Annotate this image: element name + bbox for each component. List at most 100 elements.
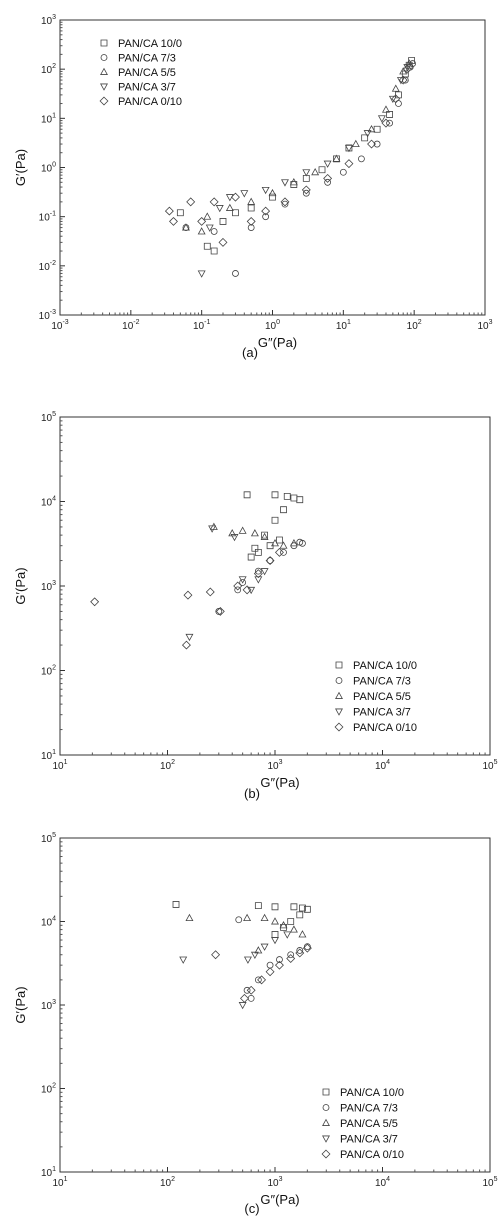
data-point <box>232 209 239 217</box>
legend-label: PAN/CA 3/7 <box>118 82 176 94</box>
data-point <box>265 967 275 977</box>
legend-marker <box>100 83 108 91</box>
data-point <box>318 166 326 174</box>
data-point <box>402 64 412 74</box>
data-point <box>271 903 279 911</box>
chart-panel: 10-3 10-2 10-1 100 101 102 103 10-3 10-2 10-1 100 1… <box>13 14 493 360</box>
legend-label: PAN/CA 10/0 <box>340 1087 404 1099</box>
x-tick-label: 101 <box>52 1176 67 1189</box>
x-tick-label: 10-2 <box>122 319 139 332</box>
data-point <box>218 237 228 247</box>
y-tick-label: 102 <box>41 665 56 678</box>
data-point <box>208 525 217 533</box>
data-point <box>239 579 247 586</box>
data-point <box>228 529 237 537</box>
legend-label: PAN/CA 7/3 <box>340 1103 398 1115</box>
data-point <box>409 60 416 67</box>
data-point <box>230 534 239 542</box>
data-point <box>186 197 196 207</box>
panel-caption: (b) <box>244 786 260 801</box>
data-point <box>271 539 279 547</box>
y-tick-label: 101 <box>41 1166 56 1179</box>
y-tick-label: 105 <box>41 832 56 845</box>
y-tick-label: 10-3 <box>39 309 56 322</box>
data-point <box>215 608 223 615</box>
data-point <box>271 931 279 938</box>
data-point <box>215 606 225 616</box>
x-axis-label: G″(Pa) <box>258 335 297 350</box>
data-point <box>197 270 206 278</box>
data-point <box>243 986 251 994</box>
data-point <box>311 167 320 176</box>
legend-marker <box>335 677 343 684</box>
series <box>185 913 307 954</box>
data-point <box>238 526 247 534</box>
data-point <box>395 100 402 107</box>
x-tick-label: 101 <box>336 319 351 332</box>
data-point <box>301 185 311 195</box>
data-point <box>266 961 274 969</box>
data-point <box>185 913 194 921</box>
x-tick-label: 102 <box>160 1176 175 1189</box>
data-point <box>391 84 400 92</box>
legend-label: PAN/CA 5/5 <box>118 67 176 79</box>
data-point <box>250 529 259 537</box>
data-point <box>287 951 295 959</box>
legend-label: PAN/CA 7/3 <box>353 676 411 688</box>
series <box>181 59 414 235</box>
series <box>182 60 416 277</box>
data-point <box>203 212 212 220</box>
x-tick-label: 103 <box>477 319 492 332</box>
data-point <box>210 228 218 235</box>
data-point <box>398 75 408 85</box>
data-point <box>251 544 259 552</box>
data-point <box>254 548 262 556</box>
data-point <box>351 139 360 147</box>
y-axis-label: G′(Pa) <box>13 149 28 186</box>
data-point <box>373 140 381 148</box>
x-tick-label: 101 <box>52 759 67 772</box>
x-tick-label: 105 <box>482 1176 497 1189</box>
data-point <box>296 496 304 504</box>
x-tick-label: 104 <box>375 1176 390 1189</box>
legend-label: PAN/CA 10/0 <box>118 38 182 50</box>
data-point <box>238 576 247 584</box>
data-point <box>381 118 391 128</box>
series <box>211 943 312 1003</box>
data-point <box>211 950 221 960</box>
plot-frame <box>59 416 491 756</box>
data-point <box>261 206 271 216</box>
y-axis-label: G′(Pa) <box>13 986 28 1023</box>
legend-marker <box>100 54 108 61</box>
data-point <box>254 976 262 984</box>
y-tick-label: 104 <box>41 496 56 509</box>
series <box>197 64 412 278</box>
data-point <box>185 633 194 642</box>
data-point <box>181 640 191 650</box>
legend-marker <box>321 1149 331 1159</box>
data-point <box>260 532 269 540</box>
data-point <box>274 547 284 557</box>
data-point <box>386 119 394 127</box>
legend-marker <box>322 1088 330 1096</box>
data-point <box>367 124 376 133</box>
series <box>235 916 311 1002</box>
data-point <box>332 154 341 162</box>
data-point <box>287 918 295 925</box>
data-point <box>298 930 307 938</box>
legend-label: PAN/CA 7/3 <box>118 53 176 65</box>
x-tick-label: 104 <box>375 759 390 772</box>
data-point <box>261 531 268 539</box>
y-tick-label: 102 <box>41 63 56 76</box>
y-axis-label: G′(Pa) <box>13 567 28 604</box>
legend-label: PAN/CA 10/0 <box>353 660 417 672</box>
data-point <box>250 951 259 960</box>
data-point <box>247 204 255 212</box>
legend-label: PAN/CA 3/7 <box>340 1134 398 1146</box>
data-point <box>269 193 276 201</box>
data-point <box>205 224 214 232</box>
data-point <box>286 954 296 964</box>
data-point <box>260 568 269 576</box>
data-point <box>280 548 287 556</box>
